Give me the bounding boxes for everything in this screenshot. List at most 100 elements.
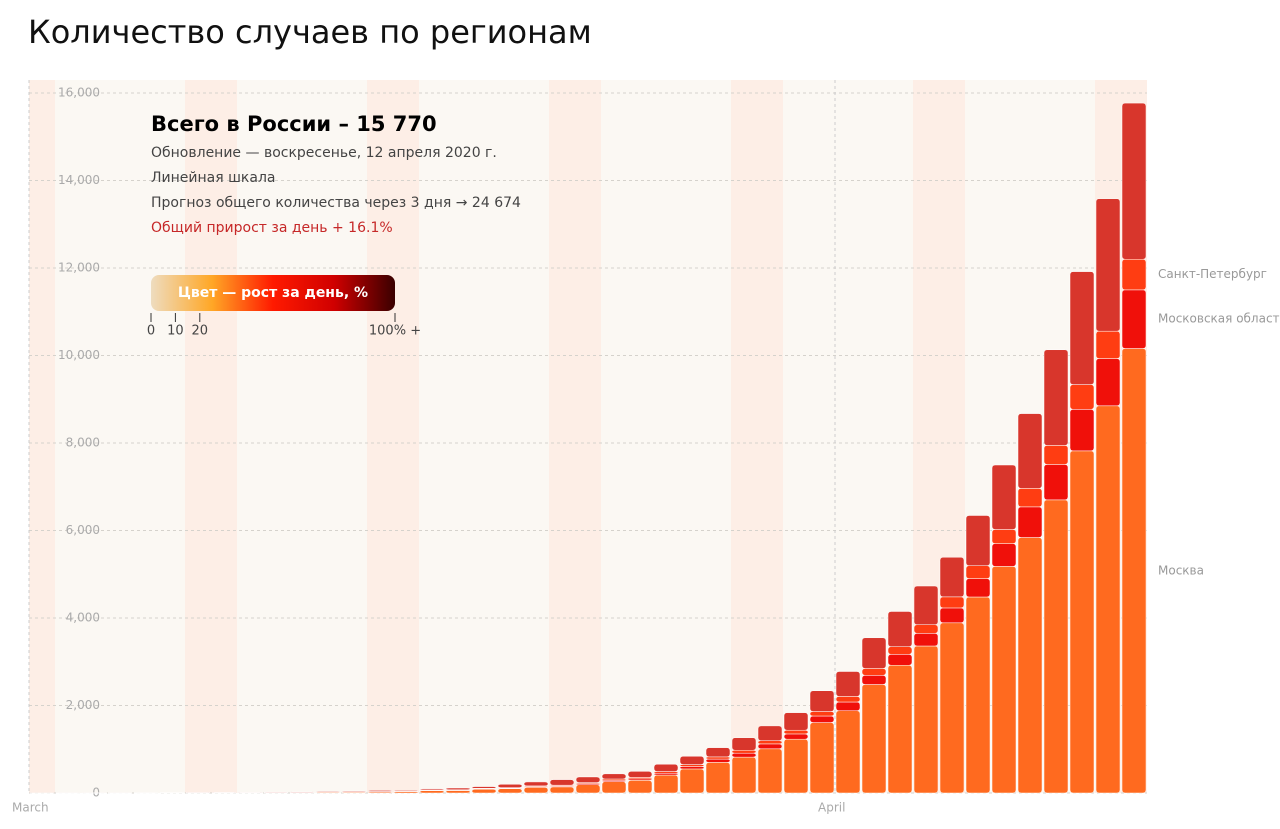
bar-segment (1043, 445, 1069, 465)
bar-segment (679, 764, 705, 767)
bar-segment (809, 722, 835, 794)
bar-segment (835, 701, 861, 711)
color-scale-title: Цвет — рост за день, % (178, 285, 368, 301)
bar-segment (497, 784, 523, 788)
bar-segment (887, 654, 913, 666)
series-label: Санкт-Петербург (1158, 267, 1267, 281)
y-tick-label: 4,000 (66, 611, 100, 625)
bar-segment (965, 515, 991, 566)
scale-tick-label: 100% + (369, 324, 421, 339)
bar-segment (861, 675, 887, 685)
bar-segment (731, 737, 757, 751)
bar-segment (523, 787, 549, 794)
bar-segment (887, 646, 913, 655)
bar-segment (653, 774, 679, 794)
forecast: Прогноз общего количества через 3 дня → … (151, 195, 521, 211)
series-label: Москва (1158, 563, 1204, 577)
bar-segment (367, 790, 393, 792)
bar-segment (1095, 405, 1121, 794)
bar-segment (1043, 349, 1069, 446)
y-tick-label: 6,000 (66, 523, 100, 537)
bar-segment (575, 776, 601, 783)
bar-segment (445, 787, 471, 790)
weekend-band (575, 80, 601, 793)
bar-segment (731, 756, 757, 794)
bar-segment (965, 565, 991, 579)
bar-segment (1121, 259, 1147, 291)
bar-segment (757, 748, 783, 794)
bar-segment (705, 762, 731, 794)
bar-segment (757, 725, 783, 741)
bar-segment (315, 791, 341, 793)
bar-segment (1017, 413, 1043, 489)
y-tick-label: 2,000 (66, 698, 100, 712)
scale-tick-label: 20 (192, 324, 209, 339)
bar-segment (1095, 330, 1121, 359)
bar-segment (1121, 102, 1147, 260)
bar-segment (627, 771, 653, 778)
bar-segment (549, 786, 575, 794)
bar-segment (835, 696, 861, 703)
bar-segment (1017, 506, 1043, 538)
bar-segment (1017, 488, 1043, 508)
bar-segment (601, 781, 627, 794)
growth: Общий прирост за день + 16.1% (151, 220, 393, 236)
bar-segment (939, 607, 965, 624)
bar-segment (523, 781, 549, 787)
weekend-band (757, 80, 783, 793)
bar-segment (419, 790, 445, 794)
bar-segment (471, 786, 497, 789)
bar-segment (913, 624, 939, 634)
bar-segment (679, 768, 705, 794)
weekend-band (211, 80, 237, 793)
y-tick-label: 10,000 (58, 348, 100, 362)
bar-segment (497, 788, 523, 794)
updated: Обновление — воскресенье, 12 апреля 2020… (151, 145, 497, 161)
weekend-band (731, 80, 757, 793)
x-tick-label: April (818, 801, 845, 815)
bar-segment (393, 789, 419, 792)
bar-segment (1121, 289, 1147, 349)
bar-segment (653, 773, 679, 776)
bar-segment (575, 784, 601, 794)
bar-segment (471, 788, 497, 794)
bar-segment (965, 578, 991, 598)
weekend-band (393, 80, 419, 793)
bar-segment (783, 729, 809, 735)
bar-segment (731, 752, 757, 758)
y-tick-label: 12,000 (58, 261, 100, 275)
scale-note: Линейная шкала (151, 170, 275, 186)
bar-segment (1043, 464, 1069, 501)
bar-segment (679, 766, 705, 770)
y-tick-label: 14,000 (58, 173, 100, 187)
bar-segment (783, 738, 809, 794)
bar-segment (809, 715, 835, 723)
bar-segment (913, 633, 939, 647)
bar-segment (341, 790, 367, 793)
bar-segment (861, 684, 887, 794)
bar-segment (991, 464, 1017, 530)
scale-tick-label: 10 (167, 324, 184, 339)
bar-segment (861, 668, 887, 676)
bar-segment (1095, 198, 1121, 332)
bar-segment (887, 665, 913, 794)
y-tick-label: 0 (92, 786, 100, 800)
color-scale (151, 275, 395, 311)
bar-segment (965, 596, 991, 794)
bar-segment (939, 556, 965, 598)
bar-segment (1069, 450, 1095, 794)
bar-segment (809, 711, 835, 717)
bar-segment (783, 712, 809, 731)
chart-title: Количество случаев по регионам (28, 13, 592, 51)
bar-segment (939, 622, 965, 794)
bar-segment (627, 780, 653, 794)
bar-segment (653, 763, 679, 772)
weekend-band (29, 80, 55, 793)
bar-segment (1017, 537, 1043, 794)
bar-segment (835, 710, 861, 794)
bar-segment (835, 671, 861, 697)
bar-segment (757, 740, 783, 745)
bar-segment (991, 543, 1017, 567)
